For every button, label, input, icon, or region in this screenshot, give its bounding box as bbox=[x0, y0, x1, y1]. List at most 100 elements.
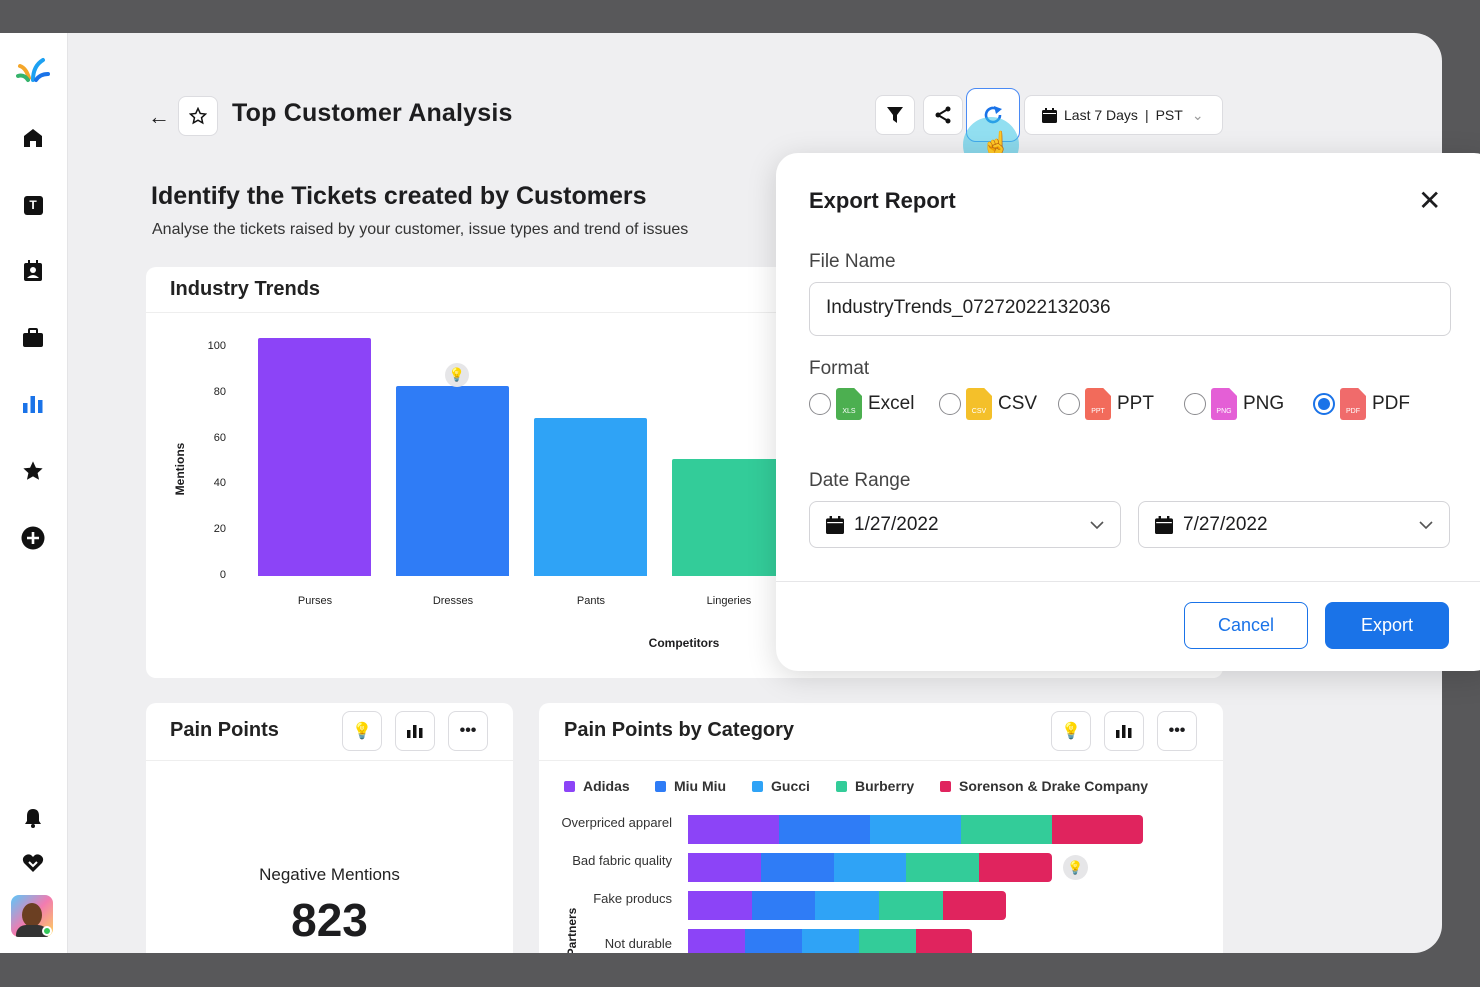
y-tick-label: Fake producs bbox=[593, 891, 672, 906]
bar-segment[interactable] bbox=[870, 815, 961, 844]
bar-segment[interactable] bbox=[833, 853, 907, 882]
bar-dresses[interactable] bbox=[396, 385, 509, 576]
close-button[interactable]: ✕ bbox=[1418, 185, 1442, 216]
section-subtitle: Analyse the tickets raised by your custo… bbox=[152, 221, 689, 238]
insights-button[interactable]: 💡 bbox=[1051, 711, 1091, 751]
export-submit-button[interactable]: Export bbox=[1325, 602, 1449, 649]
legend-swatch bbox=[564, 780, 575, 792]
x-tick-label: Pants bbox=[576, 595, 606, 607]
format-radio-ppt[interactable] bbox=[1058, 393, 1080, 415]
y-tick-label: 80 bbox=[213, 385, 226, 398]
reports-icon[interactable] bbox=[20, 391, 46, 417]
end-date-picker[interactable]: 7/27/2022 bbox=[1138, 501, 1450, 548]
bar-segment[interactable] bbox=[688, 929, 745, 953]
bar-segment[interactable] bbox=[979, 853, 1052, 882]
star-outline-icon bbox=[189, 107, 207, 125]
chart-type-button[interactable] bbox=[395, 711, 435, 751]
contacts-icon[interactable] bbox=[20, 258, 46, 284]
calendar-icon bbox=[826, 515, 844, 534]
bar-pants[interactable] bbox=[534, 417, 647, 576]
bar-purses[interactable] bbox=[258, 337, 371, 576]
divider bbox=[146, 760, 513, 761]
legend-item[interactable]: Adidas bbox=[564, 778, 630, 794]
file-name-input[interactable]: IndustryTrends_07272022132036 bbox=[809, 282, 1451, 336]
bar-segment[interactable] bbox=[688, 853, 761, 882]
heart-hands-icon[interactable] bbox=[20, 850, 46, 876]
bar-segment[interactable] bbox=[779, 815, 870, 844]
chart-type-button[interactable] bbox=[1104, 711, 1144, 751]
bar-segment[interactable] bbox=[942, 891, 1007, 920]
avatar[interactable] bbox=[11, 895, 53, 937]
bar-lingeries[interactable] bbox=[672, 459, 785, 576]
y-tick-label: 0 bbox=[219, 569, 226, 581]
more-options-button[interactable]: ••• bbox=[1157, 711, 1197, 751]
legend-item[interactable]: Gucci bbox=[752, 778, 810, 794]
card-title: Pain Points by Category bbox=[564, 719, 795, 741]
date-filter-label: Last 7 Days bbox=[1064, 107, 1138, 123]
insight-lightbulb-icon[interactable]: 💡 bbox=[1063, 855, 1088, 880]
star-icon[interactable] bbox=[20, 458, 46, 484]
more-icon: ••• bbox=[1168, 722, 1186, 739]
filter-button[interactable] bbox=[875, 95, 915, 135]
bar-segment[interactable] bbox=[1052, 815, 1143, 844]
file-excel-icon: XLS bbox=[836, 388, 862, 420]
tickets-icon[interactable]: T bbox=[20, 192, 46, 218]
y-tick-label: 20 bbox=[213, 523, 226, 536]
bar-segment[interactable] bbox=[879, 891, 943, 920]
legend-swatch bbox=[752, 780, 763, 792]
legend-item[interactable]: Burberry bbox=[836, 778, 914, 794]
section-title: Identify the Tickets created by Customer… bbox=[151, 182, 647, 210]
x-axis-label: Competitors bbox=[648, 636, 720, 650]
legend-label: Sorenson & Drake Company bbox=[959, 778, 1149, 794]
y-tick-label: 40 bbox=[213, 477, 226, 490]
x-tick-label: Lingeries bbox=[706, 595, 752, 607]
home-icon[interactable] bbox=[20, 125, 46, 151]
more-icon: ••• bbox=[459, 722, 477, 739]
format-radio-csv[interactable] bbox=[939, 393, 961, 415]
dialog-title: Export Report bbox=[809, 188, 956, 213]
insights-button[interactable]: 💡 bbox=[342, 711, 382, 751]
bar-segment[interactable] bbox=[906, 853, 980, 882]
legend-label: Gucci bbox=[771, 778, 810, 794]
legend-item[interactable]: Sorenson & Drake Company bbox=[940, 778, 1148, 794]
bell-icon[interactable] bbox=[20, 805, 46, 831]
bar-segment[interactable] bbox=[751, 891, 816, 920]
cancel-button[interactable]: Cancel bbox=[1184, 602, 1308, 649]
date-filter-dropdown[interactable]: Last 7 Days | PST ⌄ bbox=[1024, 95, 1223, 135]
format-radio-excel[interactable] bbox=[809, 393, 831, 415]
file-pdf-icon: PDF bbox=[1340, 388, 1366, 420]
briefcase-icon[interactable] bbox=[20, 325, 46, 351]
bar-chart-icon bbox=[1116, 725, 1132, 738]
y-tick-label: 100 bbox=[207, 340, 226, 352]
y-tick-label: 60 bbox=[213, 431, 226, 444]
bar-segment[interactable] bbox=[688, 815, 779, 844]
bar-segment[interactable] bbox=[744, 929, 802, 953]
format-radio-png[interactable] bbox=[1184, 393, 1206, 415]
start-date-picker[interactable]: 1/27/2022 bbox=[809, 501, 1121, 548]
format-label: PPT bbox=[1117, 393, 1154, 414]
bar-segment[interactable] bbox=[760, 853, 834, 882]
start-date-value: 1/27/2022 bbox=[854, 513, 939, 535]
bar-segment[interactable] bbox=[961, 815, 1052, 844]
format-label: Excel bbox=[868, 393, 915, 414]
bar-segment[interactable] bbox=[801, 929, 859, 953]
bar-segment[interactable] bbox=[688, 891, 752, 920]
favorite-button[interactable] bbox=[178, 96, 218, 136]
file-png-icon: PNG bbox=[1211, 388, 1237, 420]
card-title: Pain Points bbox=[170, 719, 279, 741]
legend-item[interactable]: Miu Miu bbox=[655, 778, 726, 794]
lightbulb-icon: 💡 bbox=[352, 723, 372, 740]
export-report-dialog: Export Report ✕ File Name IndustryTrends… bbox=[776, 153, 1480, 671]
bar-segment[interactable] bbox=[858, 929, 916, 953]
format-radio-pdf[interactable] bbox=[1313, 393, 1335, 415]
back-button[interactable]: ← bbox=[148, 104, 170, 129]
share-button[interactable] bbox=[923, 95, 963, 135]
insight-lightbulb-icon[interactable]: 💡 bbox=[445, 363, 469, 387]
add-icon[interactable] bbox=[20, 525, 46, 551]
bar-segment[interactable] bbox=[815, 891, 880, 920]
bar-segment[interactable] bbox=[915, 929, 973, 953]
more-options-button[interactable]: ••• bbox=[448, 711, 488, 751]
separator: | bbox=[1144, 107, 1149, 123]
metric-label: Negative Mentions bbox=[259, 865, 400, 884]
legend-label: Adidas bbox=[583, 778, 630, 794]
